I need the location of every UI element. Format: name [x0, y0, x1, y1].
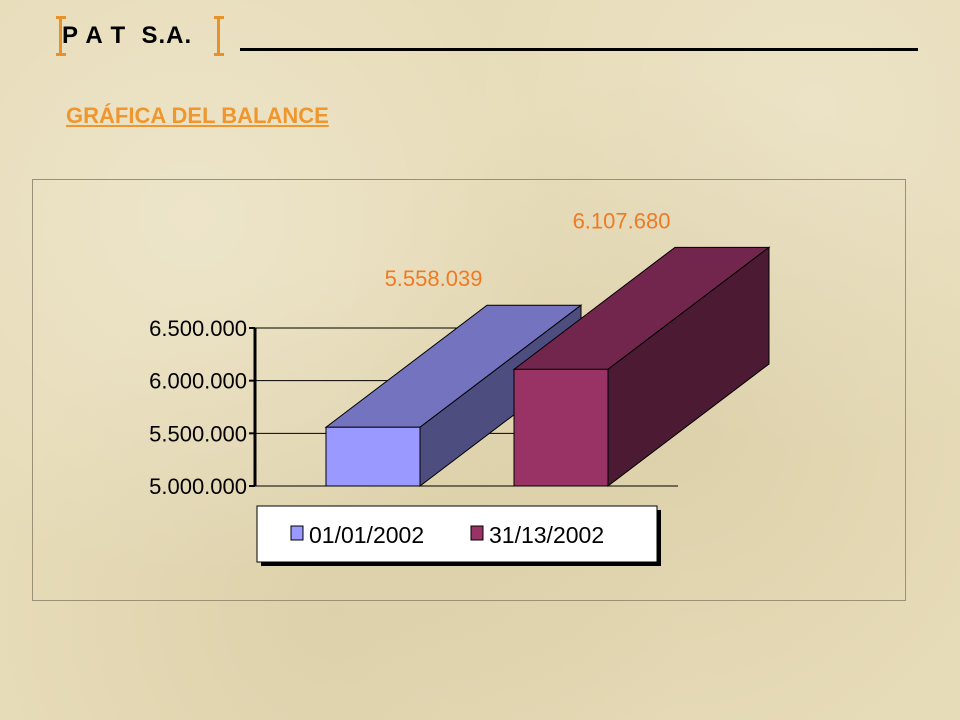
chart-frame: 5.000.000 5.500.000 6.000.000 6.500.000 5.55… [32, 179, 906, 601]
y-tick-label: 6.000.000 [149, 369, 247, 394]
page-title: GRÁFICA DEL BALANCE [66, 103, 329, 128]
balance-chart: 5.000.000 5.500.000 6.000.000 6.500.000 5.55… [149, 208, 771, 566]
bar-value-label: 6.107.680 [573, 208, 671, 233]
bar-front [513, 368, 609, 487]
legend-swatch [470, 525, 484, 541]
y-tick-label: 5.000.000 [149, 474, 247, 499]
header-rule [240, 48, 918, 51]
company-name: P A T S.A. [62, 22, 193, 49]
legend-box [256, 505, 658, 563]
legend-label: 01/01/2002 [309, 522, 424, 548]
bracket-left-icon [56, 16, 66, 56]
y-tick-label: 6.500.000 [149, 316, 247, 341]
bar-value-label: 5.558.039 [385, 266, 483, 291]
bar-front [325, 426, 421, 487]
legend-swatch [290, 525, 304, 541]
legend-label: 31/13/2002 [489, 522, 604, 548]
y-tick-label: 5.500.000 [149, 421, 247, 446]
bracket-right-icon [214, 16, 224, 56]
header: P A T S.A. [50, 12, 930, 62]
